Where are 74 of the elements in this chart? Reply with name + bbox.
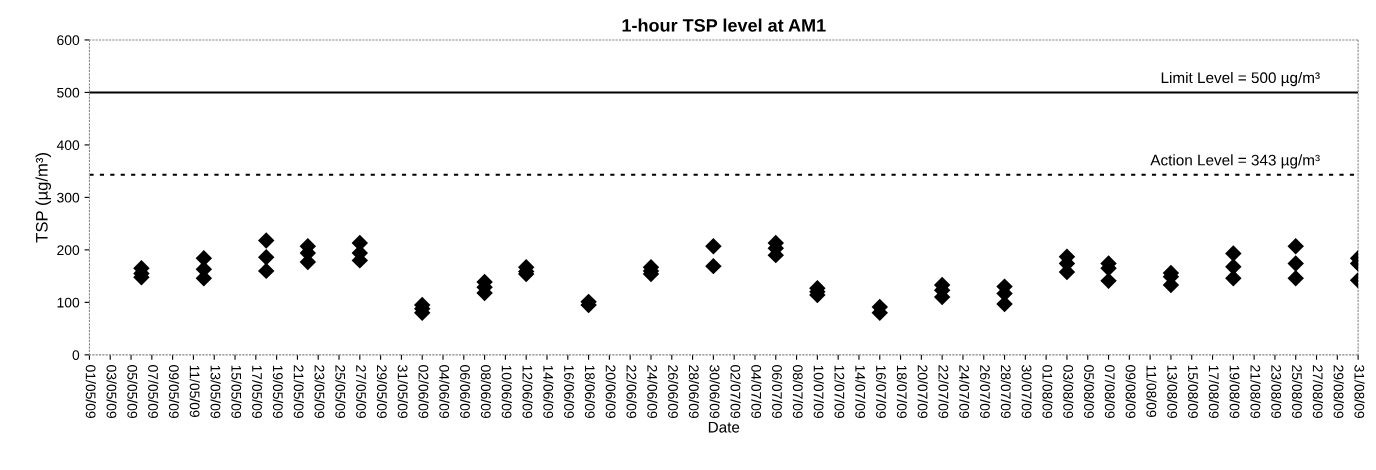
x-tick-label: 05/08/09	[1084, 365, 1095, 418]
x-tick-label: 12/07/09	[834, 365, 845, 418]
x-tick-label: 29/08/09	[1333, 365, 1344, 418]
x-tick-label: 17/05/09	[252, 365, 263, 418]
x-tick-label: 08/07/09	[792, 365, 804, 418]
x-tick-label: 19/05/09	[272, 365, 284, 418]
x-tick-label: 23/08/09	[1271, 365, 1282, 418]
y-tick-label: 500	[57, 87, 80, 98]
x-tick-label: 16/07/09	[876, 365, 887, 418]
x-tick-label: 05/05/09	[127, 365, 138, 418]
x-tick-label: 02/06/09	[418, 365, 429, 418]
x-tick-label: 04/06/09	[439, 365, 450, 418]
y-tick-label: 200	[57, 245, 80, 256]
x-tick-label: 27/08/09	[1312, 365, 1323, 418]
x-tick-label: 31/05/09	[397, 365, 408, 418]
ref-line-label: Limit Level = 500 µg/m³	[1161, 71, 1320, 87]
x-tick-label: 28/07/09	[1000, 365, 1012, 418]
x-tick-label: 21/05/09	[293, 365, 304, 418]
x-tick-label: 07/05/09	[148, 365, 159, 418]
x-tick-label: 14/06/09	[543, 365, 554, 418]
x-tick-label: 26/07/09	[980, 365, 991, 418]
x-tick-label: 25/05/09	[335, 365, 346, 418]
x-tick-label: 20/06/09	[605, 365, 616, 418]
x-tick-label: 22/06/09	[626, 365, 637, 418]
x-tick-label: 06/07/09	[772, 365, 783, 418]
x-tick-label: 15/05/09	[231, 365, 242, 418]
x-tick-label: 21/08/09	[1250, 365, 1261, 418]
x-tick-label: 15/08/09	[1188, 365, 1199, 418]
x-tick-label: 18/07/09	[896, 365, 908, 418]
x-tick-label: 01/08/09	[1042, 365, 1053, 418]
x-tick-label: 08/06/09	[480, 365, 492, 418]
x-tick-label: 10/07/09	[813, 365, 824, 418]
x-tick-label: 03/08/09	[1063, 365, 1074, 418]
y-tick-label: 400	[56, 140, 80, 151]
y-tick-label: 0	[72, 350, 80, 361]
ref-line-label: Action Level = 343 µg/m³	[1150, 154, 1320, 169]
y-tick-label: 300	[57, 192, 80, 203]
x-tick-label: 07/08/09	[1104, 365, 1116, 418]
x-tick-label: 27/05/09	[356, 365, 367, 418]
x-tick-label: 24/06/09	[647, 365, 658, 418]
x-tick-label: 26/06/09	[668, 365, 679, 418]
chart-title: 1-hour TSP level at AM1	[622, 18, 826, 32]
x-tick-label: 14/07/09	[855, 365, 866, 418]
x-tick-label: 19/08/09	[1229, 365, 1240, 418]
x-tick-label: 31/08/09	[1354, 365, 1365, 418]
x-tick-label: 17/08/09	[1208, 365, 1219, 418]
y-axis-title: TSP (µg/m³)	[35, 153, 51, 243]
x-tick-label: 13/05/09	[210, 365, 221, 418]
x-tick-label: 12/06/09	[522, 365, 533, 418]
x-tick-label: 18/06/09	[584, 365, 596, 418]
x-tick-label: 11/08/09	[1146, 365, 1157, 417]
x-tick-label: 28/06/09	[688, 365, 700, 418]
x-tick-label: 20/07/09	[917, 365, 928, 418]
x-tick-label: 09/05/09	[168, 365, 180, 418]
x-tick-label: 06/06/09	[460, 365, 471, 418]
x-tick-label: 09/08/09	[1125, 365, 1136, 418]
x-tick-label: 02/07/09	[730, 365, 741, 418]
x-tick-label: 23/05/09	[314, 365, 325, 418]
x-tick-label: 24/07/09	[959, 365, 970, 418]
x-tick-label: 11/05/09	[189, 365, 200, 417]
y-tick-label: 600	[57, 35, 80, 46]
x-tick-label: 29/05/09	[376, 365, 388, 418]
x-tick-label: 30/06/09	[709, 365, 720, 418]
x-axis-title: Date	[708, 421, 740, 433]
x-tick-label: 16/06/09	[564, 365, 575, 418]
x-tick-label: 25/08/09	[1291, 365, 1303, 418]
x-tick-label: 30/07/09	[1021, 365, 1032, 418]
x-tick-label: 10/06/09	[501, 365, 512, 418]
y-tick-label: 100	[57, 297, 80, 308]
x-tick-label: 01/05/09	[85, 365, 96, 418]
x-tick-label: 13/08/09	[1167, 365, 1178, 418]
x-tick-label: 04/07/09	[751, 365, 762, 418]
x-tick-label: 03/05/09	[106, 365, 117, 418]
x-tick-label: 22/07/09	[938, 365, 949, 418]
